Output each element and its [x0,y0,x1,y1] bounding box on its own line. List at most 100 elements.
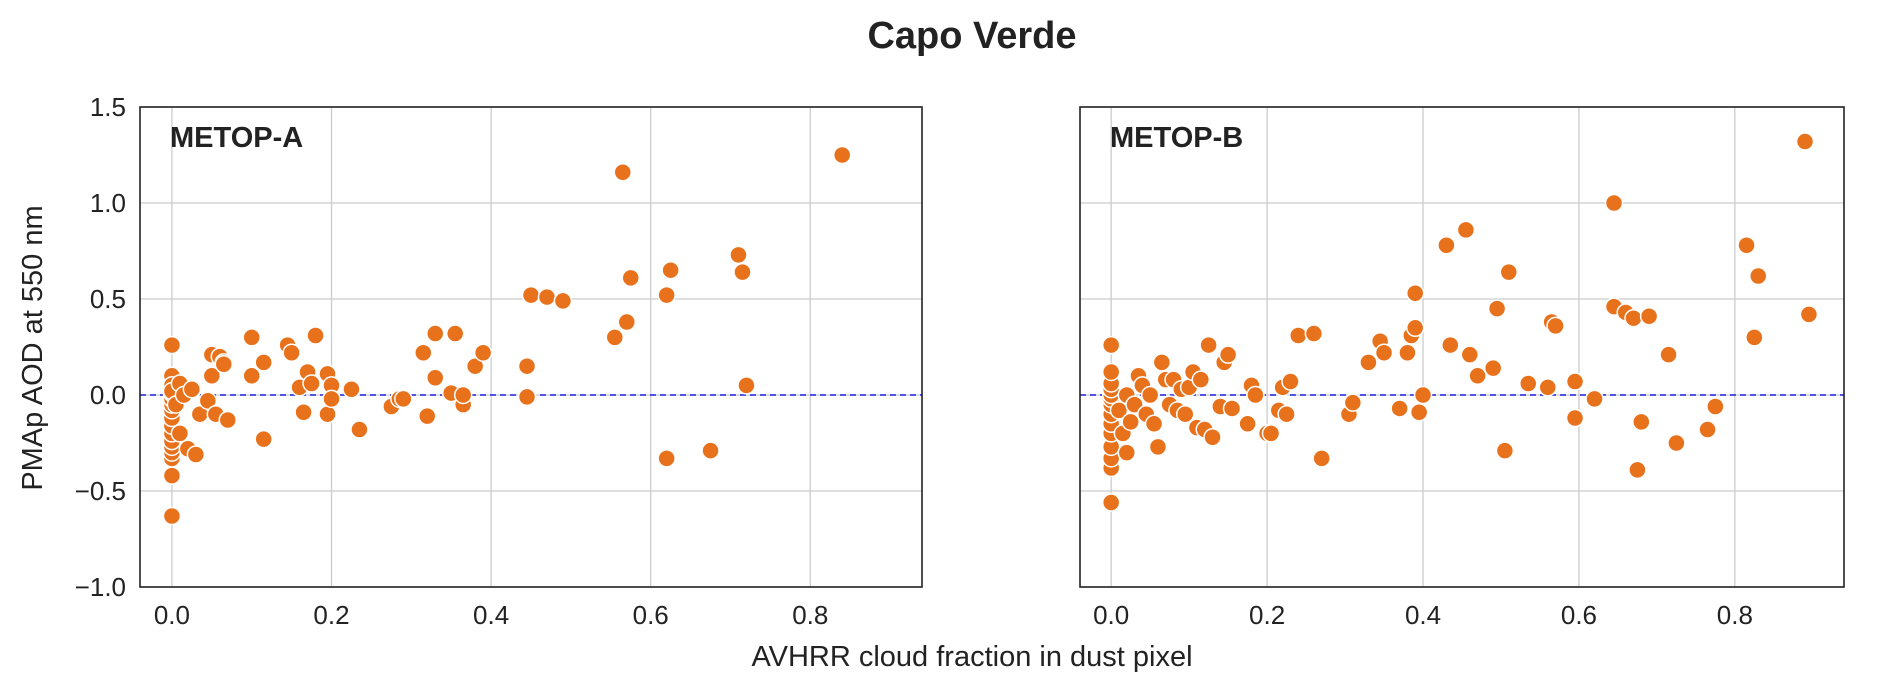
data-point [1238,414,1257,434]
data-point [1639,307,1659,326]
data-point [1799,305,1819,324]
x-tick-label: 0.6 [1561,600,1597,630]
data-point [1667,433,1686,453]
data-point [1152,353,1172,372]
data-point [418,406,437,426]
panel-metop-b: METOP-B 0.0 0.2 0.4 0.6 0.8 [1079,106,1845,630]
data-point [1413,385,1433,405]
data-point [1101,362,1121,382]
data-point [1546,316,1565,336]
data-point [1460,345,1480,364]
data-point [537,287,557,307]
data-point [1745,328,1764,347]
data-point [1218,345,1238,364]
data-point [1312,449,1331,468]
data-point [1101,335,1121,355]
data-point [1565,372,1585,391]
panel-label-metop-a: METOP-A [170,122,303,154]
data-point [1246,385,1265,405]
y-tick-label: −1.0 [75,572,126,602]
y-tick-label: 0.5 [90,284,126,314]
data-point [729,245,748,265]
data-point [394,389,413,409]
data-point [1659,345,1678,364]
y-axis-label: PMAp AOD at 550 nm [17,205,49,490]
data-point [306,326,325,345]
data-point [1441,335,1460,355]
x-tick-label: 0.4 [473,600,509,630]
data-point [1222,399,1242,418]
data-point [701,441,720,460]
data-point [425,368,445,387]
y-tick-label: 0.0 [90,380,126,410]
data-point [1390,399,1409,418]
data-point [1405,318,1425,338]
data-point [1519,374,1538,393]
data-point [1359,353,1378,372]
data-point [198,391,218,411]
data-point [1144,414,1164,434]
panel-label-metop-b: METOP-B [1110,122,1243,154]
data-point [605,328,625,347]
data-point [1374,343,1394,363]
data-point [1203,427,1222,447]
data-point [162,506,182,526]
data-point [1483,358,1503,378]
data-point [425,324,445,343]
data-point [621,268,640,288]
data-point [1499,262,1519,282]
data-point [170,424,190,443]
x-tick-label: 0.0 [1093,600,1129,630]
data-point [445,324,465,343]
data-point [282,343,301,363]
data-point [1628,460,1647,480]
data-point [1281,372,1300,391]
data-point [162,335,182,355]
x-tick-label: 0.2 [313,600,349,630]
data-point [1261,424,1281,443]
data-point [1398,343,1417,363]
data-point [1405,283,1425,303]
data-point [342,379,361,399]
data-point [1199,335,1218,355]
data-point [1117,443,1137,462]
data-point [254,429,273,449]
data-point [1795,132,1815,151]
data-point [613,163,633,182]
data-point [661,260,680,280]
data-point [186,445,206,464]
data-point [1737,235,1756,255]
data-point [1437,235,1456,255]
data-point [733,262,752,282]
x-tick-label: 0.8 [1717,600,1753,630]
data-point [553,291,573,311]
data-point [254,353,273,372]
data-point [1148,437,1168,457]
data-point [1698,420,1717,439]
data-point [657,449,676,468]
data-point [1191,370,1211,389]
data-point [453,385,473,405]
x-tick-label: 0.4 [1405,600,1441,630]
data-point [1121,412,1140,432]
data-point [322,389,341,409]
data-point [1632,412,1651,432]
x-axis-label: AVHRR cloud fraction in dust pixel [751,641,1192,673]
data-point [1495,441,1515,460]
data-point [517,356,537,376]
y-tick-label: −0.5 [75,476,126,506]
data-point [1468,366,1487,386]
data-point [242,328,261,347]
data-point [657,285,676,305]
data-point [1101,493,1121,512]
data-point [318,404,337,424]
data-point [1304,324,1324,343]
data-point [182,379,202,399]
x-tick-label: 0.2 [1249,600,1285,630]
x-tick-label: 0.0 [154,600,190,630]
data-point [737,376,756,395]
data-point [202,366,222,386]
y-tick-label: 1.0 [90,188,126,218]
data-point [414,343,433,363]
